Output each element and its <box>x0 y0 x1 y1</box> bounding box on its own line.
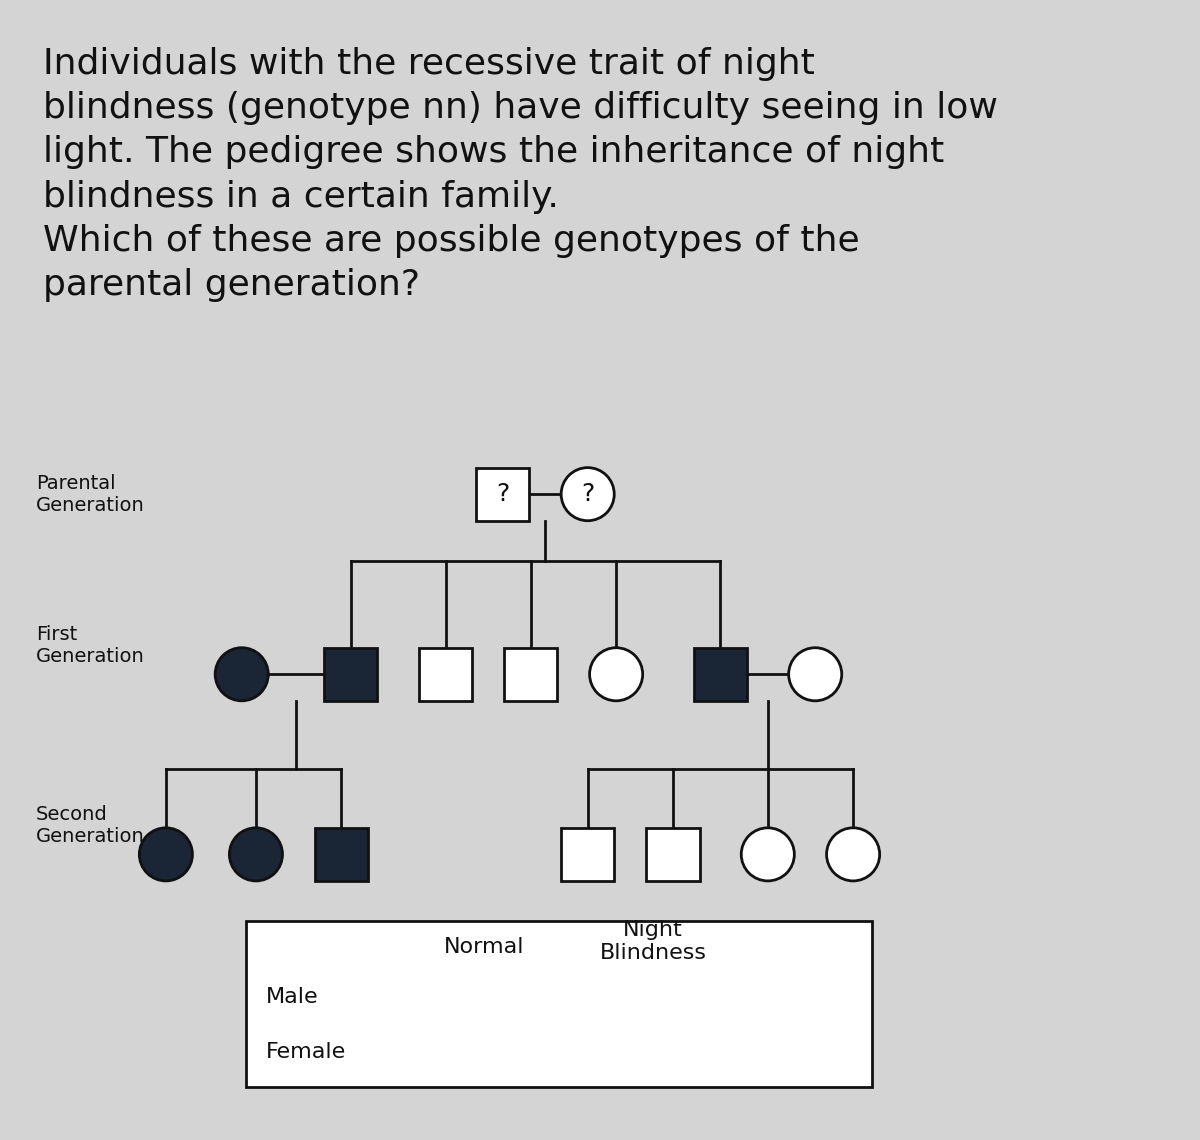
Text: ?: ? <box>496 482 509 506</box>
Circle shape <box>215 648 269 701</box>
Circle shape <box>827 828 880 881</box>
Text: Normal: Normal <box>444 937 524 958</box>
Circle shape <box>742 828 794 881</box>
Bar <box>647 828 700 881</box>
Circle shape <box>139 828 192 881</box>
Text: ?: ? <box>581 482 594 506</box>
Circle shape <box>562 467 614 521</box>
Bar <box>463 976 505 1017</box>
Bar <box>314 828 367 881</box>
Text: Male: Male <box>265 986 318 1007</box>
Text: Parental
Generation: Parental Generation <box>36 473 145 514</box>
Bar <box>324 648 377 701</box>
Circle shape <box>634 1033 672 1070</box>
Text: First
Generation: First Generation <box>36 626 145 667</box>
Bar <box>504 648 557 701</box>
Bar <box>476 467 529 521</box>
Bar <box>419 648 472 701</box>
Circle shape <box>589 648 643 701</box>
Text: Individuals with the recessive trait of night
blindness (genotype nn) have diffi: Individuals with the recessive trait of … <box>43 47 997 302</box>
Circle shape <box>229 828 282 881</box>
Bar <box>246 921 872 1086</box>
Text: Female: Female <box>265 1042 346 1061</box>
Text: Second
Generation: Second Generation <box>36 806 145 846</box>
Bar <box>562 828 614 881</box>
Text: Night
Blindness: Night Blindness <box>600 920 707 963</box>
Bar <box>694 648 746 701</box>
Bar <box>632 976 674 1017</box>
Circle shape <box>788 648 841 701</box>
Circle shape <box>466 1033 503 1070</box>
